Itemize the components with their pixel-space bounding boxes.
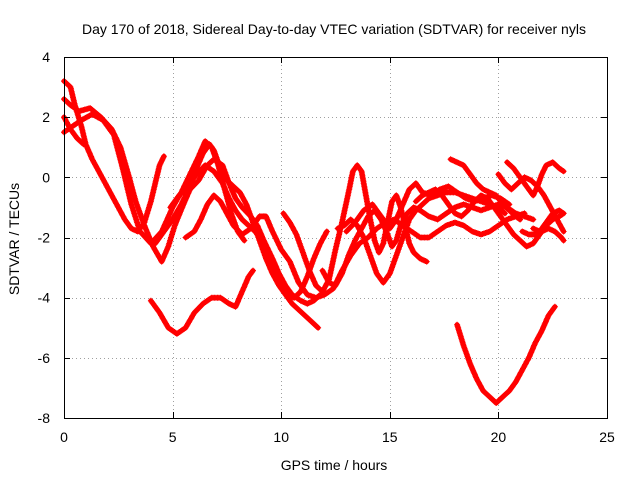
series-arc-15 (454, 303, 558, 406)
y-axis-label: SDTVAR / TECUs (6, 183, 22, 295)
y-tick-label: 4 (42, 49, 50, 65)
axis-ticks: 0 5 10 15 20 25 -8 -6 -4 -2 0 2 4 (38, 49, 615, 445)
series-arc-8 (147, 267, 256, 337)
x-tick-label: 5 (169, 429, 177, 445)
x-axis-label: GPS time / hours (281, 457, 388, 473)
plus-markers (447, 156, 524, 223)
chart-title: Day 170 of 2018, Sidereal Day-to-day VTE… (82, 21, 586, 37)
y-tick-label: 2 (42, 109, 50, 125)
y-tick-label: -8 (38, 410, 51, 426)
x-tick-label: 0 (60, 429, 68, 445)
y-tick-label: 0 (42, 169, 50, 185)
y-tick-label: -2 (38, 230, 51, 246)
series-arc-17 (504, 159, 567, 199)
y-tick-label: -4 (38, 290, 51, 306)
x-tick-label: 10 (273, 429, 289, 445)
series-arc-19 (530, 207, 567, 235)
plus-markers (530, 207, 567, 235)
x-tick-label: 25 (599, 429, 615, 445)
plus-markers (147, 267, 256, 337)
x-tick-label: 15 (382, 429, 398, 445)
plus-markers (454, 303, 558, 406)
y-tick-label: -6 (38, 350, 51, 366)
plus-markers (504, 159, 567, 199)
x-tick-label: 20 (491, 429, 507, 445)
data-series (61, 78, 567, 406)
series-arc-14 (447, 156, 524, 223)
